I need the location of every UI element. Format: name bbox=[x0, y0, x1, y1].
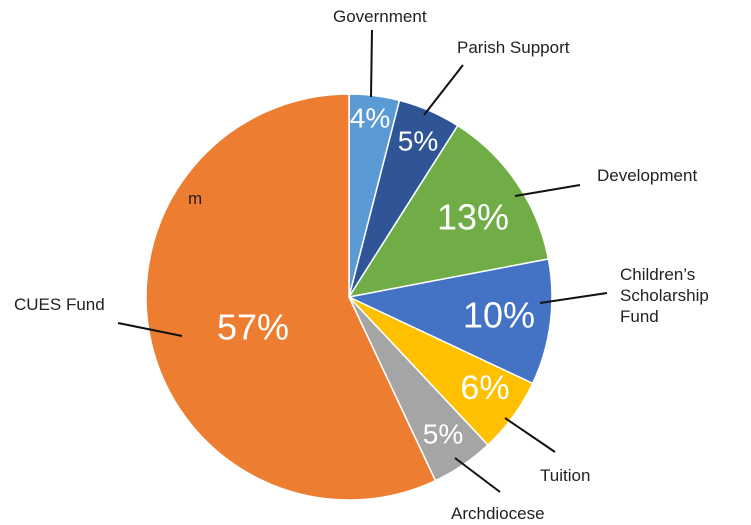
leader-line bbox=[117, 322, 183, 337]
slice-label: CUES Fund bbox=[14, 295, 105, 314]
leader-line bbox=[514, 184, 581, 197]
value-label: 10% bbox=[463, 295, 535, 336]
leader-line bbox=[423, 64, 464, 116]
value-label: 57% bbox=[217, 307, 289, 348]
pie-slice bbox=[145, 93, 437, 501]
value-label: 4% bbox=[350, 102, 390, 133]
slice-label: Development bbox=[597, 166, 698, 185]
annotation: m bbox=[188, 189, 203, 208]
value-label: 5% bbox=[423, 418, 463, 449]
pie-slice bbox=[347, 124, 550, 299]
slice-label: Tuition bbox=[540, 466, 591, 485]
leader-line bbox=[539, 292, 608, 304]
leader-line bbox=[504, 417, 556, 453]
leader-line bbox=[454, 457, 501, 493]
slice-label: Parish Support bbox=[457, 38, 570, 57]
value-label: 5% bbox=[398, 125, 438, 156]
leader-line bbox=[370, 29, 373, 98]
slice-label: Children’s Scholarship Fund bbox=[620, 265, 709, 326]
slice-label: Archdiocese bbox=[451, 504, 545, 523]
value-label: 6% bbox=[460, 369, 509, 407]
slice-label: Government bbox=[333, 7, 427, 26]
pie-slice bbox=[346, 258, 553, 385]
value-label: 13% bbox=[437, 197, 509, 238]
